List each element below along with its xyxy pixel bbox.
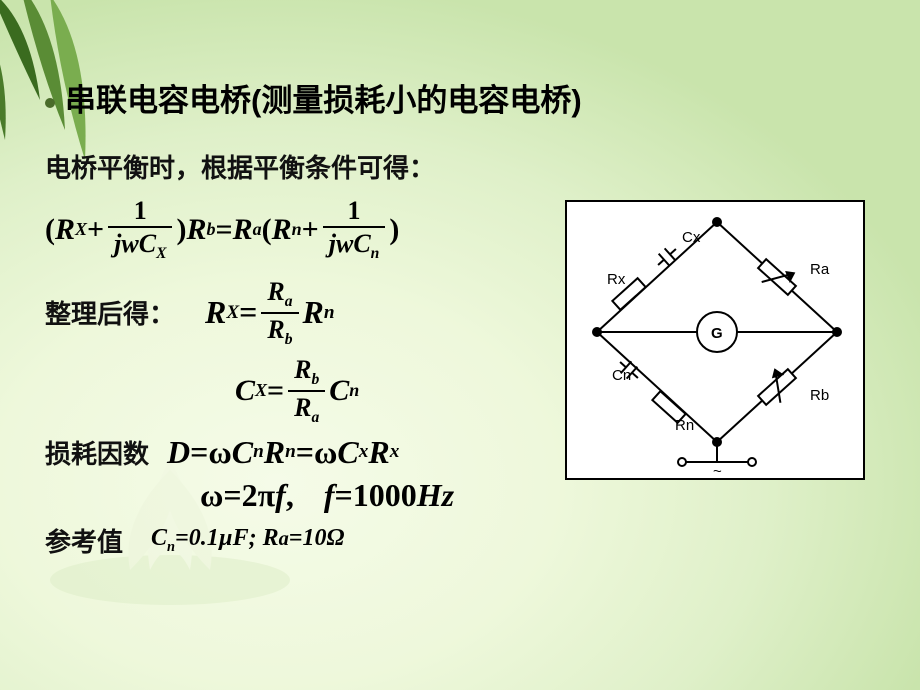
equation-cx: CX = Rb Ra Cn	[235, 354, 359, 428]
label-rb: Rb	[810, 387, 829, 404]
label-cn: Cn	[612, 367, 631, 384]
equation-omega: ω = 2πf , f = 1000 Hz	[200, 477, 454, 514]
slide-title: 串联电容电桥(测量损耗小的电容电桥)	[45, 75, 875, 120]
bridge-circuit-diagram: Cx Rx Ra Cn Rn Rb G ~	[565, 200, 865, 480]
label-rx: Rx	[607, 271, 626, 288]
reference-label: 参考值	[45, 522, 123, 559]
equation-rx: RX = Ra Rb Rn	[205, 276, 335, 350]
balance-condition-label: 电桥平衡时，根据平衡条件可得：	[45, 148, 875, 185]
rearranged-label: 整理后得：	[45, 294, 175, 331]
label-cx: Cx	[682, 229, 701, 246]
reference-values: Cn=0.1µF; Ra=10Ω	[151, 525, 344, 556]
equation-balance: ( RX + 1 jwCX ) Rb = Ra ( Rn + 1 jwCn )	[45, 195, 399, 264]
label-rn: Rn	[675, 417, 694, 434]
bullet-icon	[45, 98, 55, 108]
label-ra: Ra	[810, 261, 830, 278]
label-g: G	[711, 325, 723, 342]
loss-factor-label: 损耗因数	[45, 434, 149, 471]
title-text: 串联电容电桥(测量损耗小的电容电桥)	[65, 83, 582, 118]
equation-d: D = ω Cn Rn = ω Cx Rx	[167, 434, 399, 471]
label-source: ~	[713, 463, 722, 480]
